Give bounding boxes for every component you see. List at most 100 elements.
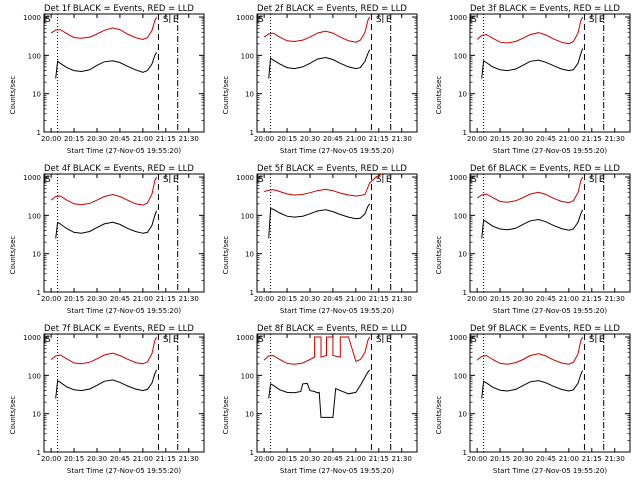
chart-svg: 1 10 100 1000 20:00 20:15 20:30 20:45 21:00 21:15… — [449, 333, 631, 463]
y-tick-label: 1 — [463, 129, 467, 137]
x-tick-label: 20:30 — [87, 135, 107, 143]
x-tick-label: 21:00 — [346, 135, 366, 143]
x-tick-label: 20:30 — [300, 295, 320, 303]
chart-svg: 1 10 100 1000 20:00 20:15 20:30 20:45 21:00 21:15… — [236, 173, 418, 303]
x-tick-label: 21:00 — [346, 455, 366, 463]
y-tick-label: 100 — [454, 52, 467, 60]
x-tick-label: 21:00 — [559, 135, 579, 143]
chart-svg: 1 10 100 1000 20:00 20:15 20:30 20:45 21:00 21:15… — [23, 333, 205, 463]
x-tick-label: 21:15 — [156, 135, 176, 143]
x-tick-label: 20:15 — [490, 295, 510, 303]
y-tick-label: 1000 — [236, 334, 254, 342]
x-tick-label: 20:30 — [300, 455, 320, 463]
start-marker: S — [471, 15, 477, 25]
flare-start-marker: S — [163, 335, 169, 345]
y-tick-label: 1 — [250, 449, 254, 457]
events-series-line — [481, 370, 584, 399]
y-tick-label: 1000 — [23, 174, 41, 182]
x-tick-label: 20:15 — [277, 295, 297, 303]
lld-series-line — [263, 173, 382, 197]
chart-svg: 1 10 100 1000 20:00 20:15 20:30 20:45 21:00 21:15… — [23, 173, 205, 303]
x-tick-label: 20:30 — [87, 455, 107, 463]
chart-panel-2: Det 2f BLACK = Events, RED = LLD Counts/s… — [213, 0, 426, 160]
x-tick-label: 20:00 — [254, 455, 274, 463]
lld-series-line — [476, 176, 584, 204]
y-tick-label: 10 — [245, 251, 254, 259]
x-tick-label: 21:30 — [392, 295, 412, 303]
chart-panel-1: Det 1f BLACK = Events, RED = LLD Counts/s… — [0, 0, 213, 160]
chart-svg: 1 10 100 1000 20:00 20:15 20:30 20:45 21:00 21:15… — [23, 13, 205, 143]
x-axis-label: Start Time (27-Nov-05 19:55:20) — [66, 147, 182, 155]
x-tick-label: 21:00 — [133, 135, 153, 143]
end-marker: E — [599, 175, 605, 185]
events-series-line — [268, 369, 371, 418]
plot-frame — [256, 173, 418, 293]
y-tick-label: 10 — [32, 411, 41, 419]
flare-start-marker: S — [376, 175, 382, 185]
y-tick-label: 100 — [241, 372, 254, 380]
y-tick-label: 100 — [28, 372, 41, 380]
x-tick-label: 21:15 — [582, 135, 602, 143]
plot-frame — [256, 333, 418, 453]
end-marker: E — [386, 15, 392, 25]
plot-frame — [43, 13, 205, 133]
y-tick-label: 100 — [241, 212, 254, 220]
chart-svg: 1 10 100 1000 20:00 20:15 20:30 20:45 21:00 21:15… — [449, 173, 631, 303]
x-axis-label: Start Time (27-Nov-05 19:55:20) — [66, 307, 182, 315]
x-axis-label: Start Time (27-Nov-05 19:55:20) — [66, 467, 182, 475]
chart-title: Det 3f BLACK = Events, RED = LLD — [470, 4, 620, 14]
lld-series-line — [50, 16, 158, 41]
x-tick-label: 20:15 — [490, 135, 510, 143]
events-series-line — [55, 210, 158, 239]
plot-frame — [469, 13, 631, 133]
y-tick-label: 10 — [32, 91, 41, 99]
x-tick-label: 20:00 — [254, 135, 274, 143]
flare-start-marker: S — [163, 175, 169, 185]
y-tick-label: 1000 — [449, 174, 467, 182]
chart-panel-7: Det 7f BLACK = Events, RED = LLD Counts/s… — [0, 320, 213, 480]
x-tick-label: 21:30 — [179, 295, 199, 303]
x-tick-label: 20:15 — [64, 135, 84, 143]
chart-panel-3: Det 3f BLACK = Events, RED = LLD Counts/s… — [426, 0, 639, 160]
x-tick-label: 21:00 — [559, 295, 579, 303]
events-series-line — [268, 203, 371, 239]
y-tick-label: 10 — [458, 91, 467, 99]
x-tick-label: 20:45 — [110, 295, 130, 303]
x-tick-label: 21:15 — [582, 295, 602, 303]
x-tick-label: 21:30 — [605, 455, 625, 463]
end-marker: E — [173, 175, 179, 185]
x-tick-label: 20:45 — [323, 295, 343, 303]
chart-svg: 1 10 100 1000 20:00 20:15 20:30 20:45 21:00 21:15… — [236, 333, 418, 463]
lld-series-line — [476, 336, 584, 365]
x-tick-label: 21:15 — [369, 295, 389, 303]
y-tick-label: 10 — [32, 251, 41, 259]
y-tick-label: 1 — [37, 449, 41, 457]
chart-panel-5: Det 5f BLACK = Events, RED = LLD Counts/s… — [213, 160, 426, 320]
x-tick-label: 20:30 — [300, 135, 320, 143]
x-tick-label: 21:15 — [369, 135, 389, 143]
x-tick-label: 21:15 — [156, 295, 176, 303]
plot-frame — [43, 173, 205, 293]
end-marker: E — [386, 175, 392, 185]
x-tick-label: 20:00 — [41, 135, 61, 143]
y-tick-label: 1000 — [449, 14, 467, 22]
chart-panel-4: Det 4f BLACK = Events, RED = LLD Counts/s… — [0, 160, 213, 320]
x-tick-label: 20:15 — [277, 455, 297, 463]
flare-start-marker: S — [376, 15, 382, 25]
chart-title: Det 9f BLACK = Events, RED = LLD — [470, 324, 620, 334]
x-tick-label: 21:30 — [392, 135, 412, 143]
x-tick-label: 20:00 — [41, 455, 61, 463]
end-marker: E — [386, 335, 392, 345]
lld-series-line — [263, 16, 371, 43]
x-tick-label: 21:30 — [179, 455, 199, 463]
events-series-line — [481, 209, 584, 239]
x-tick-label: 20:30 — [513, 295, 533, 303]
start-marker: S — [45, 15, 51, 25]
plot-frame — [469, 173, 631, 293]
chart-svg: 1 10 100 1000 20:00 20:15 20:30 20:45 21:00 21:15… — [449, 13, 631, 143]
y-tick-label: 100 — [454, 212, 467, 220]
y-tick-label: 1000 — [449, 334, 467, 342]
chart-panel-6: Det 6f BLACK = Events, RED = LLD Counts/s… — [426, 160, 639, 320]
x-tick-label: 20:00 — [467, 135, 487, 143]
